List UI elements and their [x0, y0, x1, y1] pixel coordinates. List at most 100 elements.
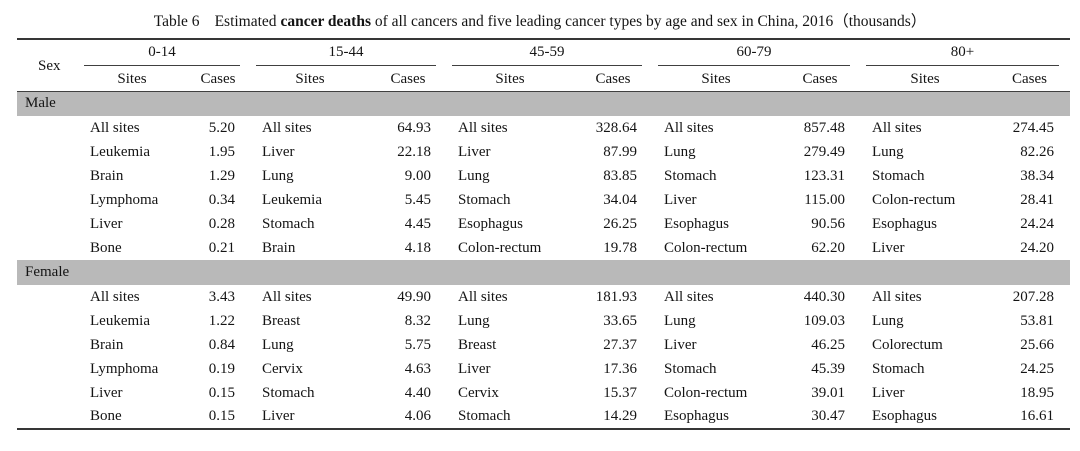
site-cell: Breast — [262, 312, 301, 329]
sub-header-row: Sites Cases Sites Cases Sites Cases Site… — [17, 68, 1070, 92]
site-cell: Leukemia — [90, 143, 150, 160]
age-group-label-45-59: 45-59 — [452, 44, 642, 66]
site-cell: All sites — [262, 288, 312, 305]
site-cell: Lung — [872, 143, 904, 160]
site-cell: Stomach — [458, 191, 511, 208]
cases-cell: 0.34 — [208, 191, 235, 208]
site-cell: Stomach — [262, 384, 315, 401]
site-cell: Liver — [90, 384, 123, 401]
site-cell: All sites — [90, 119, 140, 136]
cases-cell: 328.64 — [595, 119, 637, 136]
cases-cell: 17.36 — [603, 360, 637, 377]
cases-cell: 24.24 — [1020, 215, 1054, 232]
site-cell: Brain — [90, 167, 124, 184]
table-row: Leukemia 1.22 Breast 8.32 Lung 33.65 Lung 109.0… — [17, 309, 1070, 333]
site-cell: Bone — [90, 239, 122, 256]
site-cell: Colon-rectum — [664, 384, 748, 401]
cases-cell: 123.31 — [803, 167, 845, 184]
cases-cell: 0.15 — [208, 384, 235, 401]
site-cell: Lymphoma — [90, 360, 159, 377]
empty-sex-cell — [17, 212, 79, 236]
sex-section-row: Male — [17, 91, 1070, 116]
caption-text-post: of all cancers and five leading cancer t… — [371, 13, 927, 30]
empty-sex-cell — [17, 236, 79, 260]
age-group-header-row: Sex 0-14 15-44 45-59 60-79 80+ — [17, 39, 1070, 92]
cases-cell: 18.95 — [1020, 384, 1054, 401]
age-group-cell: 0-14 — [79, 39, 251, 68]
cases-cell: 25.66 — [1020, 336, 1054, 353]
empty-sex-cell — [17, 309, 79, 333]
site-cell: Lung — [262, 167, 294, 184]
site-cell: Lung — [664, 143, 696, 160]
site-cell: Breast — [458, 336, 497, 353]
site-cell: Liver — [262, 143, 295, 160]
cases-cell: 440.30 — [803, 288, 845, 305]
site-cell: All sites — [664, 119, 714, 136]
cases-cell: 1.29 — [208, 167, 235, 184]
sites-header: Sites — [79, 68, 185, 92]
cancer-deaths-table: Sex 0-14 15-44 45-59 60-79 80+ Sites Cas… — [17, 38, 1070, 430]
cases-cell: 109.03 — [803, 312, 845, 329]
site-cell: Esophagus — [872, 408, 937, 424]
site-cell: Esophagus — [664, 408, 729, 424]
cases-cell: 0.84 — [208, 336, 235, 353]
cases-cell: 28.41 — [1020, 191, 1054, 208]
sex-section-band: Male — [17, 91, 1070, 116]
cases-cell: 82.26 — [1020, 143, 1054, 160]
site-cell: Colon-rectum — [872, 191, 956, 208]
site-cell: Brain — [90, 336, 124, 353]
cases-cell: 49.90 — [397, 288, 431, 305]
sex-column-header: Sex — [17, 39, 79, 92]
site-cell: Colon-rectum — [664, 239, 748, 256]
paper-table-page: Table 6 Estimated cancer deaths of all ca… — [17, 13, 1070, 430]
site-cell: All sites — [872, 119, 922, 136]
table-body: Male All sites 5.20 All sites 64.93 All sites… — [17, 91, 1070, 429]
cases-cell: 33.65 — [603, 312, 637, 329]
cases-cell: 22.18 — [397, 143, 431, 160]
empty-sex-cell — [17, 333, 79, 357]
empty-sex-cell — [17, 381, 79, 405]
cases-cell: 181.93 — [595, 288, 637, 305]
site-cell: Esophagus — [872, 215, 937, 232]
caption-bold-text: cancer deaths — [280, 13, 371, 30]
site-cell: Liver — [872, 239, 905, 256]
site-cell: All sites — [872, 288, 922, 305]
cases-cell: 0.21 — [208, 239, 235, 256]
site-cell: Lung — [262, 336, 294, 353]
cases-cell: 24.25 — [1020, 360, 1054, 377]
cases-cell: 279.49 — [803, 143, 845, 160]
cases-cell: 4.45 — [404, 215, 431, 232]
empty-sex-cell — [17, 357, 79, 381]
table-row: Lymphoma 0.19 Cervix 4.63 Liver 17.36 Stomach 4… — [17, 357, 1070, 381]
cases-cell: 45.39 — [811, 360, 845, 377]
cases-header: Cases — [369, 68, 447, 92]
cases-cell: 30.47 — [811, 408, 845, 424]
site-cell: Liver — [262, 408, 295, 424]
cases-cell: 27.37 — [603, 336, 637, 353]
cases-cell: 87.99 — [603, 143, 637, 160]
site-cell: Esophagus — [664, 215, 729, 232]
cases-cell: 64.93 — [397, 119, 431, 136]
site-cell: Stomach — [664, 167, 717, 184]
sex-section-row: Female — [17, 260, 1070, 285]
cases-cell: 9.00 — [404, 167, 431, 184]
table-row: All sites 3.43 All sites 49.90 All sites 181.… — [17, 285, 1070, 309]
empty-sex-cell — [17, 116, 79, 140]
cases-cell: 90.56 — [811, 215, 845, 232]
cases-cell: 39.01 — [811, 384, 845, 401]
cases-cell: 1.95 — [208, 143, 235, 160]
site-cell: Liver — [664, 336, 697, 353]
sites-header: Sites — [251, 68, 369, 92]
cases-cell: 857.48 — [803, 119, 845, 136]
cases-cell: 1.22 — [208, 312, 235, 329]
empty-sex-cell — [17, 140, 79, 164]
cases-cell: 3.43 — [208, 288, 235, 305]
age-group-label-0-14: 0-14 — [84, 44, 240, 66]
cases-cell: 16.61 — [1020, 408, 1054, 424]
cases-cell: 24.20 — [1020, 239, 1054, 256]
sites-header: Sites — [447, 68, 573, 92]
site-cell: Lung — [458, 167, 490, 184]
site-cell: Esophagus — [458, 215, 523, 232]
sites-header: Sites — [653, 68, 779, 92]
site-cell: Liver — [872, 384, 905, 401]
